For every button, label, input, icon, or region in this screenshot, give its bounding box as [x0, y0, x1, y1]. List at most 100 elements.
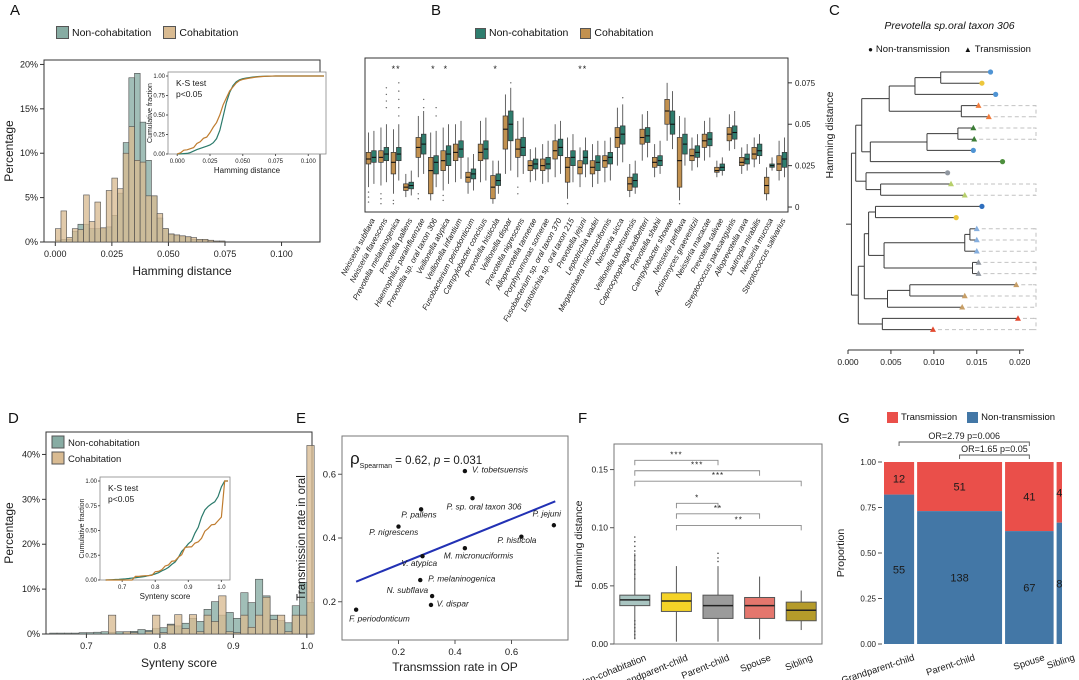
outlier-dot: [717, 557, 719, 559]
category-label: Parent-child: [925, 652, 977, 678]
box: [664, 99, 670, 125]
hist-bar: [202, 239, 209, 243]
tip-triangle-transmission: [975, 102, 982, 108]
tip-circle-nontransmission: [970, 147, 976, 153]
hist-bar: [179, 235, 186, 243]
cdf-line: [105, 480, 228, 581]
hist-bar: [156, 213, 164, 243]
inset-x-tick-label: 0.9: [184, 585, 193, 591]
ks-test-pvalue: p<0.05: [176, 89, 203, 99]
hist-bar: [83, 194, 90, 243]
pair-bracket: [1033, 284, 1037, 308]
hist-bar: [86, 632, 95, 635]
outlier-dot: [634, 540, 636, 543]
hist-bar: [173, 234, 181, 243]
hist-bar: [128, 126, 135, 243]
y-tick-label: 0.15: [591, 465, 608, 475]
scatter-point: [420, 553, 425, 559]
hist-bar: [64, 632, 73, 635]
inset-x-axis-label: Hamming distance: [214, 166, 281, 175]
tip-circle-nontransmission: [944, 170, 951, 176]
inset-y-tick-label: 0.25: [153, 133, 165, 139]
hist-bar: [262, 596, 271, 635]
box: [520, 137, 526, 157]
nontransmission-count: 55: [893, 564, 905, 576]
outlier-dot: [398, 90, 400, 92]
box: [776, 155, 782, 171]
y-tick-label: 0.2: [323, 597, 336, 608]
box: [495, 173, 501, 186]
inset-border: [167, 71, 327, 155]
significance-bracket: [634, 480, 802, 487]
mosaic-nontransmission-segment: [884, 494, 915, 644]
tip-circle-nontransmission: [999, 159, 1006, 165]
y-tick-label: 0%: [25, 237, 38, 247]
nontransmission-swatch-icon: [967, 412, 979, 423]
category-label: Sibling: [1046, 652, 1077, 671]
y-tick-label: 0.05: [591, 581, 608, 591]
legend-label: Non-cohabitation: [68, 438, 140, 449]
box: [508, 110, 514, 142]
outlier-dot: [392, 199, 395, 202]
inset-y-axis-label: Cumulative fraction: [147, 83, 154, 143]
hist-bar: [71, 632, 80, 635]
circle-marker-icon: ●: [868, 44, 873, 54]
x-tick-label: 0.050: [157, 249, 180, 259]
outlier-dot: [417, 193, 419, 195]
mosaic-transmission-segment: [1056, 462, 1062, 523]
inset-x-tick-label: 0.000: [170, 159, 186, 165]
legend-item-transmission: Transmission: [887, 412, 957, 423]
regression-line: [355, 500, 556, 583]
legend-label-noncohab: Non-cohabitation: [489, 27, 569, 39]
hist-bar: [145, 195, 152, 243]
panel-label-d: D: [8, 410, 20, 427]
x-tick-label: 0.025: [101, 249, 124, 259]
hist-bar: [117, 188, 124, 243]
tip-triangle-transmission: [961, 292, 968, 299]
box: [378, 150, 384, 163]
significance-bracket: [634, 470, 761, 476]
box: [552, 140, 558, 160]
legend-label-nontransmission: Non-transmission: [981, 412, 1056, 423]
scatter-point: [396, 524, 401, 529]
outlier-dot: [385, 100, 388, 102]
point-label: P. sp. oral taxon 306: [447, 501, 522, 511]
category-label: Spouse: [739, 653, 773, 675]
triangle-marker-icon: ▲: [963, 44, 972, 54]
box: [570, 150, 576, 166]
tip-triangle-transmission: [948, 180, 955, 187]
x-tick-label: 0.075: [214, 249, 237, 259]
box: [676, 137, 683, 188]
cohab-swatch-icon: [163, 26, 177, 39]
hist-bar: [181, 628, 190, 635]
panel-label-a: A: [10, 2, 21, 19]
inset-y-tick-label: 0.50: [153, 113, 165, 119]
hist-bar: [105, 190, 113, 243]
box: [371, 150, 377, 163]
point-label: P. nigrescens: [369, 527, 418, 537]
significance-bracket: [675, 524, 802, 531]
y-tick-label: 0.00: [591, 639, 608, 649]
hist-bar: [269, 619, 278, 635]
transmission-count: 4: [1056, 487, 1062, 499]
ks-test-pvalue: p<0.05: [108, 494, 135, 504]
significance-label: **: [392, 64, 401, 74]
panel-b: B Non-cohabitation Cohabitation 0 0.025 0.…: [339, 0, 840, 406]
hist-bar: [55, 228, 62, 243]
x-tick-label: 0.010: [923, 357, 945, 367]
y-tick-label: 40%: [22, 449, 40, 459]
noncohab-swatch-icon: [475, 27, 486, 39]
significance-label: *: [695, 493, 699, 502]
box: [751, 147, 757, 160]
tip-triangle-transmission: [1013, 281, 1020, 288]
pair-bracket: [1033, 127, 1037, 140]
outlier-dot: [380, 198, 382, 200]
outlier-dot: [385, 87, 388, 89]
significance-label: ***: [691, 461, 703, 470]
y-tick-label: 30%: [22, 494, 40, 504]
correlation-annotation: ρSpearman = 0.62, p = 0.031: [350, 449, 482, 470]
outlier-dot: [398, 82, 400, 84]
pair-bracket: [1033, 183, 1037, 196]
mosaic-nontransmission-segment: [917, 511, 1003, 644]
